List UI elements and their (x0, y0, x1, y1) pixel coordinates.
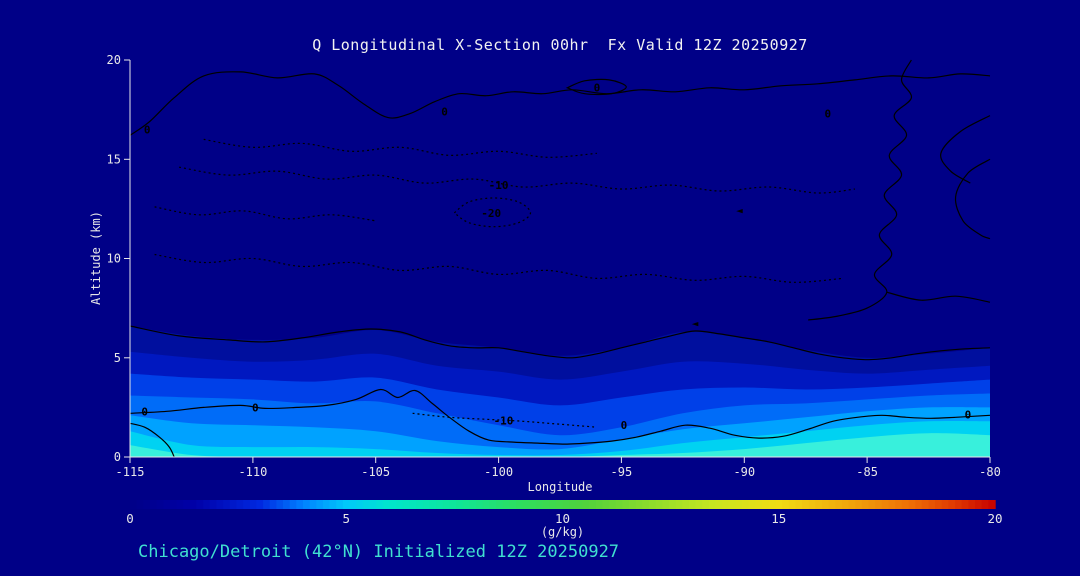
contour-label: 0 (441, 106, 448, 119)
y-axis-title: Altitude (km) (89, 211, 103, 305)
contour-line (886, 291, 991, 303)
contour-line--10 (412, 412, 597, 428)
contour-line-0 (129, 388, 991, 445)
contour-line (154, 206, 376, 222)
colorbar: 0 5 10 15 20 (126, 500, 1003, 526)
contour-line (129, 422, 175, 458)
x-tick-label: -90 (733, 465, 755, 479)
contour-label: ◄ (692, 317, 699, 330)
x-tick-label: -80 (979, 465, 1001, 479)
contour-line (940, 115, 991, 184)
x-tick-label: -105 (361, 465, 390, 479)
contour-labels: 0 0 0 0 0 -10 -20 -10 0 0 0 ◄ ◄ (141, 81, 971, 432)
contour-lines (129, 59, 991, 458)
colorbar-tick-label: 15 (771, 511, 786, 526)
contour-label: ◄ (736, 204, 743, 217)
contour-label: 0 (252, 401, 259, 414)
contour-line-0 (129, 325, 991, 361)
colorbar-tick-label: 20 (987, 511, 1002, 526)
y-tick-label: 5 (114, 351, 121, 365)
y-tick-label: 20 (107, 53, 121, 67)
contour-label: 0 (144, 124, 151, 137)
contour-label: -20 (481, 207, 501, 220)
chart-title: Q Longitudinal X-Section 00hr Fx Valid 1… (312, 36, 808, 54)
contour-line-0 (565, 78, 627, 96)
colorbar-tick-label: 10 (555, 511, 570, 526)
x-tick-label: -85 (856, 465, 878, 479)
contour-label: 0 (594, 81, 601, 94)
contour-label: 0 (621, 419, 628, 432)
contour-label: 0 (965, 408, 972, 421)
contour-line--10 (179, 166, 855, 194)
footer-initialization-text: Chicago/Detroit (42°N) Initialized 12Z 2… (138, 542, 620, 562)
fill-band-6 (130, 433, 990, 458)
y-tick-label: 15 (107, 152, 121, 166)
contour-label: 0 (824, 108, 831, 121)
colorbar-units-label: (g/kg) (540, 525, 585, 539)
colorbar-tick-label: 0 (126, 511, 134, 526)
x-tick-label: -115 (116, 465, 145, 479)
x-tick-label: -95 (611, 465, 633, 479)
x-tick-label: -100 (484, 465, 513, 479)
contour-line--20 (453, 197, 532, 228)
contour-line-0 (129, 71, 991, 136)
y-tick-label: 0 (114, 450, 121, 464)
contour-label: 0 (141, 405, 148, 418)
contour-line (154, 253, 843, 283)
contour-line-0 (808, 59, 913, 321)
humidity-fill-bands (130, 326, 990, 458)
y-tick-label: 10 (107, 252, 121, 266)
contour-label: -10 (489, 179, 509, 192)
contour-line-0 (954, 158, 991, 240)
colorbar-tick-label: 5 (343, 511, 351, 526)
contour-label: -10 (494, 414, 514, 427)
x-axis-title: Longitude (527, 480, 593, 494)
x-tick-label: -110 (238, 465, 267, 479)
